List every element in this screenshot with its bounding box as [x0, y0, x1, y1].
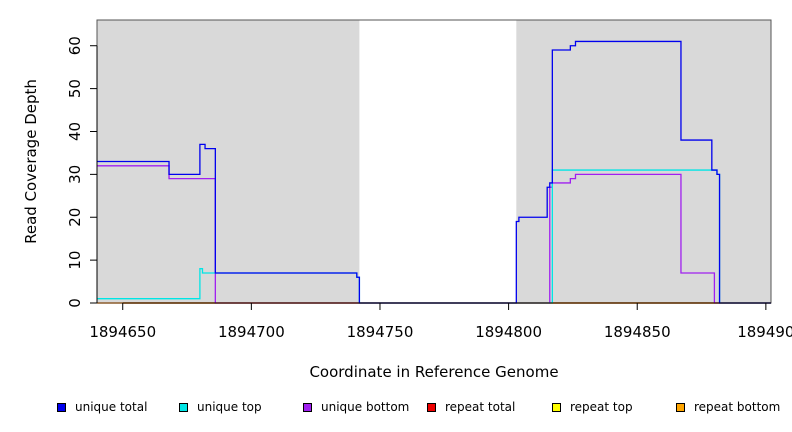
- y-tick-label: 20: [66, 208, 84, 227]
- legend-label: repeat top: [570, 400, 633, 414]
- legend-item-unique-top: unique top: [179, 400, 262, 414]
- legend-swatch-unique-top: [179, 402, 188, 412]
- legend: unique total unique top unique bottom repea…: [0, 400, 792, 420]
- shaded-region-2: [516, 20, 771, 303]
- legend-label: unique bottom: [321, 400, 410, 414]
- legend-item-repeat-top: repeat top: [552, 400, 633, 414]
- series-line-unique-total: [97, 40, 771, 304]
- y-tick-label: 50: [66, 79, 84, 98]
- y-tick-label: 10: [66, 251, 84, 270]
- legend-swatch-repeat-bottom: [676, 402, 685, 412]
- x-tick-label: 1894750: [347, 323, 414, 341]
- legend-item-unique-total: unique total: [57, 400, 147, 414]
- legend-swatch-unique-total: [57, 402, 66, 412]
- legend-label: repeat bottom: [694, 400, 781, 414]
- legend-swatch-repeat-total: [427, 402, 436, 412]
- x-tick-label: 1894800: [475, 323, 542, 341]
- legend-item-repeat-bottom: repeat bottom: [676, 400, 780, 414]
- x-tick-label: 1894650: [89, 323, 156, 341]
- legend-label: unique top: [197, 400, 262, 414]
- legend-swatch-repeat-top: [552, 402, 561, 412]
- legend-item-unique-bottom: unique bottom: [303, 400, 409, 414]
- background-regions: [97, 20, 771, 303]
- x-tick-label: 189490: [737, 323, 792, 341]
- y-tick-label: 30: [66, 165, 84, 184]
- y-tick-label: 40: [66, 122, 84, 141]
- coverage-chart: 1894650 1894700 1894750 1894800 1894850 18949…: [22, 19, 792, 381]
- legend-item-repeat-total: repeat total: [427, 400, 515, 414]
- y-tick-label: 60: [66, 36, 84, 55]
- x-tick-label: 1894850: [604, 323, 671, 341]
- legend-label: unique total: [75, 400, 148, 414]
- legend-swatch-unique-bottom: [303, 402, 312, 412]
- y-axis-label: Read Coverage Depth: [22, 79, 40, 244]
- y-tick-label: 0: [66, 298, 84, 308]
- x-tick-label: 1894700: [218, 323, 285, 341]
- x-axis-label: Coordinate in Reference Genome: [309, 363, 558, 381]
- legend-label: repeat total: [445, 400, 516, 414]
- axes: 1894650 1894700 1894750 1894800 1894850 18949…: [66, 36, 792, 341]
